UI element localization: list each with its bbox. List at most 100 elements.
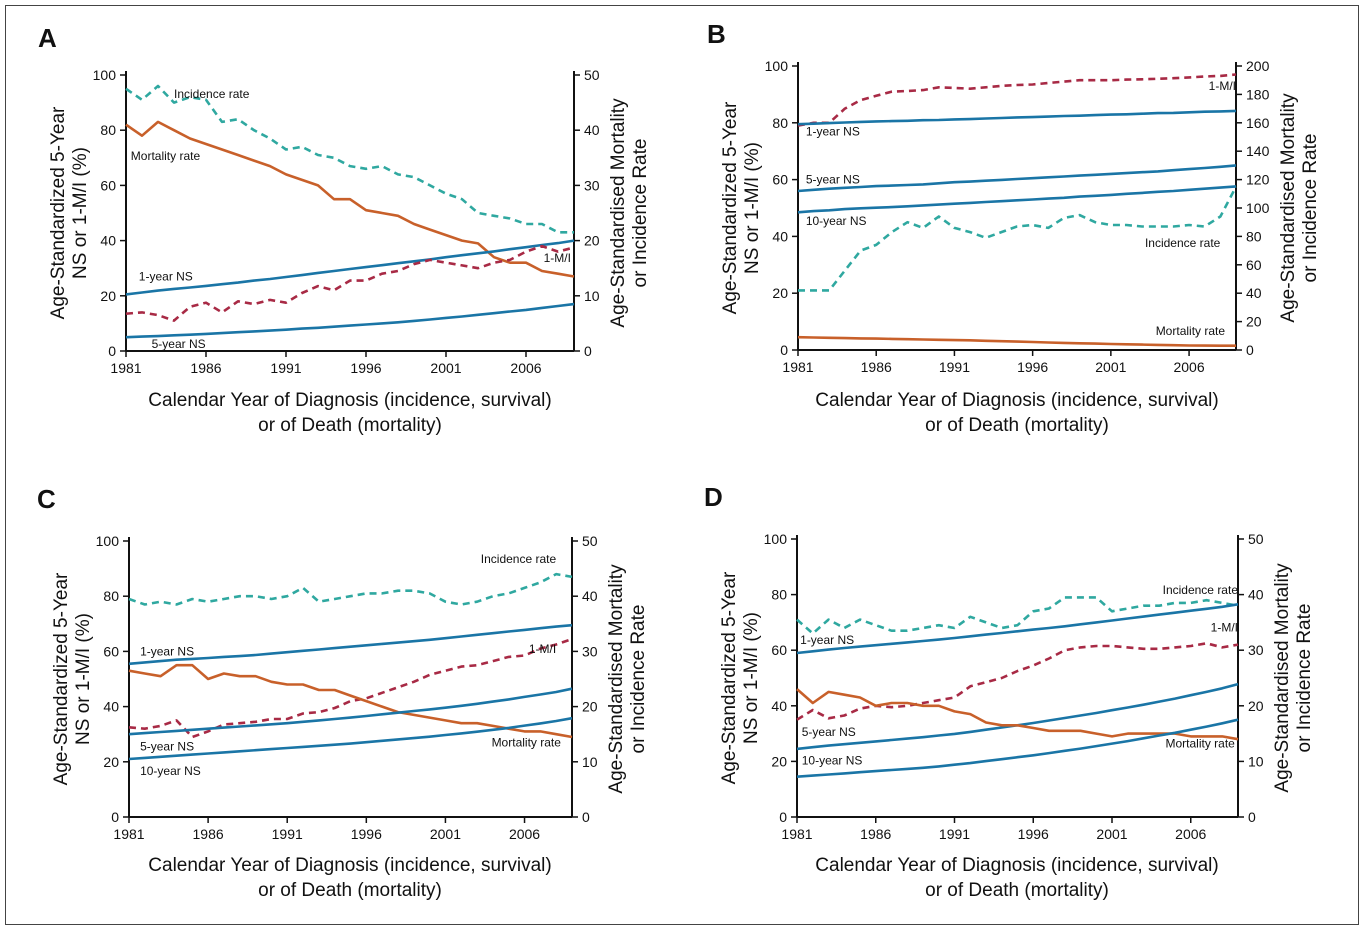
x-tick-label: 2001 bbox=[430, 360, 461, 376]
series-line-10-year-ns bbox=[128, 716, 573, 761]
panel-letter-d: D bbox=[704, 482, 723, 512]
series-line-1-year-ns bbox=[796, 603, 1239, 655]
x-tick-label: 1996 bbox=[350, 360, 381, 376]
series-label-1-m-i: 1-M/I bbox=[1209, 79, 1236, 93]
series-label-1-year-ns: 1-year NS bbox=[806, 125, 860, 139]
series-line-mortality-rate bbox=[125, 120, 575, 278]
right-tick-label: 30 bbox=[1248, 642, 1264, 658]
series-label-incidence-rate: Incidence rate bbox=[1163, 583, 1239, 597]
x-tick-label: 1981 bbox=[781, 826, 812, 842]
left-tick-label: 60 bbox=[771, 642, 787, 658]
left-tick-label: 40 bbox=[103, 699, 119, 715]
left-tick-label: 20 bbox=[772, 285, 788, 301]
right-tick-label: 40 bbox=[582, 588, 598, 604]
panel-d: D 0 20 40 60 80 100 0 10 20 30 40 50 1981 1986 1991 1996… bbox=[704, 482, 1315, 901]
x-tick-label: 1986 bbox=[860, 826, 891, 842]
series-label-10-year-ns: 10-year NS bbox=[802, 754, 863, 768]
x-tick-label: 2006 bbox=[510, 360, 541, 376]
left-tick-label: 100 bbox=[764, 531, 788, 547]
series-label-5-year-ns: 5-year NS bbox=[806, 172, 860, 186]
x-tick-label: 1986 bbox=[190, 360, 221, 376]
left-tick-label: 100 bbox=[96, 533, 120, 549]
series-line-5-year-ns bbox=[128, 687, 573, 736]
series-line-mortality-rate bbox=[128, 663, 573, 739]
series-label-1-year-ns: 1-year NS bbox=[800, 633, 854, 647]
x-axis-title: Calendar Year of Diagnosis (incidence, s… bbox=[815, 855, 1218, 901]
panel-letter-b: B bbox=[707, 19, 726, 49]
x-axis-title: Calendar Year of Diagnosis (incidence, s… bbox=[815, 390, 1218, 436]
left-tick-label: 20 bbox=[103, 754, 119, 770]
left-tick-label: 40 bbox=[771, 698, 787, 714]
right-tick-label: 20 bbox=[582, 699, 598, 715]
series-line-10-year-ns bbox=[796, 718, 1239, 778]
right-tick-label: 120 bbox=[1246, 172, 1270, 188]
series-label-1-year-ns: 1-year NS bbox=[139, 270, 193, 284]
right-tick-label: 0 bbox=[584, 343, 592, 359]
right-tick-label: 140 bbox=[1246, 143, 1270, 159]
left-tick-label: 60 bbox=[100, 177, 116, 193]
series-line-1-m-i bbox=[128, 637, 573, 739]
left-axis-title: Age-Standardized 5-YearNS or 1-M/I (%) bbox=[720, 101, 763, 314]
figure-frame bbox=[5, 5, 1359, 925]
x-tick-label: 2006 bbox=[1175, 826, 1206, 842]
panel-letter-a: A bbox=[38, 23, 57, 53]
left-tick-label: 0 bbox=[111, 809, 119, 825]
left-tick-label: 100 bbox=[93, 67, 117, 83]
left-tick-label: 40 bbox=[100, 233, 116, 249]
left-tick-label: 60 bbox=[103, 643, 119, 659]
series-label-1-m-i: 1-M/I bbox=[529, 642, 556, 656]
left-tick-label: 20 bbox=[100, 288, 116, 304]
left-tick-label: 0 bbox=[779, 809, 787, 825]
right-tick-label: 60 bbox=[1246, 257, 1262, 273]
series-label-mortality-rate: Mortality rate bbox=[1156, 324, 1226, 338]
right-tick-label: 10 bbox=[1248, 753, 1264, 769]
series-label-10-year-ns: 10-year NS bbox=[806, 214, 867, 228]
x-tick-label: 1981 bbox=[110, 360, 141, 376]
x-tick-label: 2001 bbox=[1096, 826, 1127, 842]
left-tick-label: 60 bbox=[772, 172, 788, 188]
right-tick-label: 200 bbox=[1246, 58, 1270, 74]
x-tick-label: 1991 bbox=[939, 359, 970, 375]
series-label-mortality-rate: Mortality rate bbox=[492, 735, 562, 749]
series-label-incidence-rate: Incidence rate bbox=[174, 87, 250, 101]
series-line-incidence-rate bbox=[798, 186, 1238, 292]
left-tick-label: 100 bbox=[765, 58, 789, 74]
series-line-1-m-i bbox=[796, 641, 1239, 721]
series-label-incidence-rate: Incidence rate bbox=[1145, 236, 1221, 250]
series-label-5-year-ns: 5-year NS bbox=[802, 725, 856, 739]
right-tick-label: 20 bbox=[584, 233, 600, 249]
left-tick-label: 80 bbox=[772, 115, 788, 131]
x-tick-label: 1996 bbox=[1017, 359, 1048, 375]
right-tick-label: 40 bbox=[1246, 285, 1262, 301]
x-tick-label: 1981 bbox=[782, 359, 813, 375]
panel-c: C 0 20 40 60 80 100 0 10 20 30 40 50 1981 1986 1991 1996… bbox=[37, 484, 649, 901]
right-tick-label: 20 bbox=[1246, 314, 1262, 330]
series-line-5-year-ns bbox=[125, 302, 575, 339]
right-axis-title: Age-Standardised Mortalityor Incidence R… bbox=[1272, 563, 1315, 793]
right-tick-label: 0 bbox=[1248, 809, 1256, 825]
x-tick-label: 1996 bbox=[351, 826, 382, 842]
series-line-1-year-ns bbox=[128, 623, 573, 666]
right-tick-label: 10 bbox=[582, 754, 598, 770]
left-tick-label: 80 bbox=[103, 588, 119, 604]
right-tick-label: 0 bbox=[582, 809, 590, 825]
right-tick-label: 160 bbox=[1246, 115, 1270, 131]
series-line-incidence-rate bbox=[125, 84, 574, 234]
left-axis-title: Age-Standardized 5-YearNS or 1-M/I (%) bbox=[51, 572, 94, 785]
series-label-1-m-i: 1-M/I bbox=[544, 251, 571, 265]
series-label-mortality-rate: Mortality rate bbox=[1165, 737, 1235, 751]
x-tick-label: 1986 bbox=[861, 359, 892, 375]
x-tick-label: 2006 bbox=[509, 826, 540, 842]
right-tick-label: 0 bbox=[1246, 342, 1254, 358]
panel-a: A 0 20 40 60 80 100 0 10 20 30 40 50 1981 1986 1991 1996… bbox=[38, 23, 651, 436]
left-tick-label: 20 bbox=[771, 753, 787, 769]
right-tick-label: 50 bbox=[582, 533, 598, 549]
series-line-5-year-ns bbox=[797, 164, 1237, 193]
series-label-1-m-i: 1-M/I bbox=[1211, 620, 1238, 634]
left-tick-label: 40 bbox=[772, 228, 788, 244]
x-tick-label: 1986 bbox=[193, 826, 224, 842]
series-label-5-year-ns: 5-year NS bbox=[152, 337, 206, 351]
right-tick-label: 10 bbox=[584, 288, 600, 304]
right-tick-label: 50 bbox=[1248, 531, 1264, 547]
